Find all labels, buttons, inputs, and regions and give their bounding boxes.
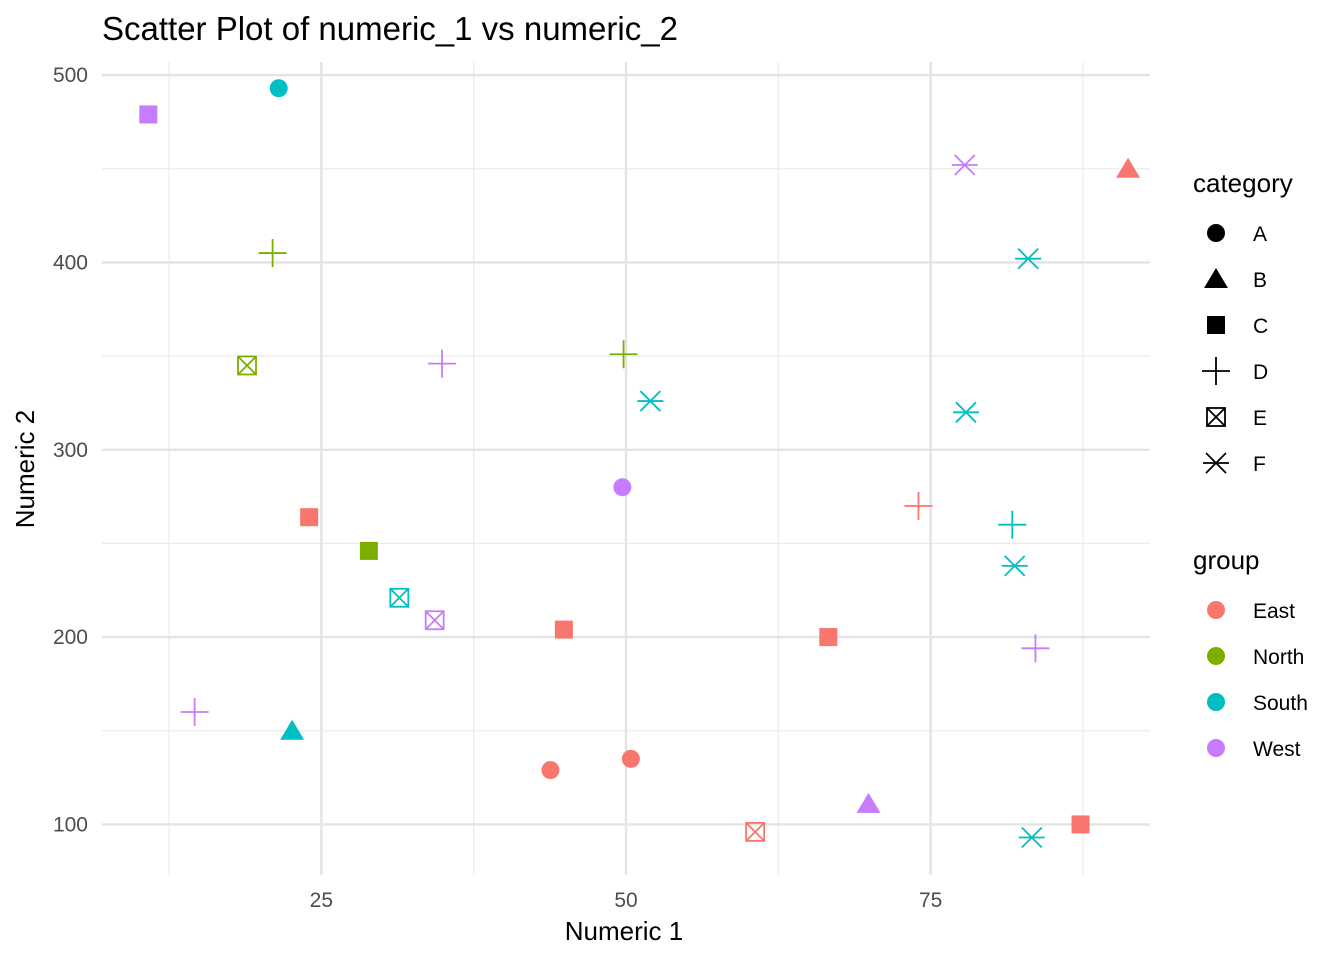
- data-point: [427, 349, 456, 378]
- data-point: [1116, 157, 1141, 178]
- data-point: [424, 610, 445, 631]
- legend-category-label: B: [1253, 269, 1267, 292]
- data-point: [359, 541, 378, 560]
- legend-group-key: [1207, 647, 1225, 665]
- legend-category-label: D: [1253, 361, 1268, 384]
- plot-grid: [102, 62, 1150, 875]
- y-tick-label: 500: [53, 64, 88, 87]
- data-point: [389, 587, 410, 608]
- x-tick-label: 50: [614, 889, 637, 912]
- legend-category-label: F: [1253, 453, 1266, 476]
- legend-category-key: [1207, 316, 1225, 334]
- data-point: [1071, 815, 1090, 834]
- data-point: [258, 239, 287, 268]
- data-point: [541, 761, 560, 780]
- legend-group: group East North South West: [1193, 545, 1308, 761]
- data-point: [819, 628, 838, 647]
- plot-points: [139, 79, 1141, 849]
- data-point: [745, 822, 766, 842]
- legend-group-key: [1207, 693, 1225, 711]
- y-axis-title: Numeric 2: [10, 410, 40, 528]
- y-tick-label: 400: [53, 251, 88, 274]
- data-point: [621, 749, 640, 768]
- data-point: [1015, 248, 1042, 270]
- data-point: [637, 390, 664, 412]
- data-point: [554, 620, 573, 639]
- data-point: [609, 340, 638, 369]
- legend-group-label: East: [1253, 600, 1295, 623]
- x-tick-label: 75: [919, 889, 942, 912]
- data-point: [998, 510, 1027, 539]
- legend-category-key: [1207, 224, 1225, 242]
- legend-group-label: West: [1253, 738, 1301, 761]
- legend-category-label: C: [1253, 315, 1268, 338]
- x-axis-title: Numeric 1: [565, 916, 683, 946]
- data-point: [1001, 555, 1028, 577]
- data-point: [856, 792, 881, 813]
- data-point: [951, 154, 978, 176]
- y-tick-label: 200: [53, 626, 88, 649]
- legend-category-key: [1204, 268, 1228, 288]
- chart-title: Scatter Plot of numeric_1 vs numeric_2: [102, 10, 678, 47]
- legend-category-key: [1203, 452, 1229, 474]
- legend-category-label: A: [1253, 223, 1267, 246]
- x-tick-label: 25: [310, 889, 333, 912]
- legend-category-key: [1202, 357, 1230, 385]
- legend-group-title: group: [1193, 545, 1260, 575]
- legend-group-label: South: [1253, 692, 1308, 715]
- data-point: [300, 508, 319, 527]
- data-point: [1018, 826, 1045, 849]
- legend-group-label: North: [1253, 646, 1304, 669]
- data-point: [139, 105, 158, 124]
- data-point: [269, 79, 288, 98]
- y-tick-label: 100: [53, 813, 88, 836]
- data-point: [952, 401, 979, 423]
- data-point: [613, 478, 632, 497]
- legend-group-key: [1207, 601, 1225, 619]
- legend-category-title: category: [1193, 168, 1293, 198]
- legend-category-key: [1206, 407, 1226, 427]
- legend-category-label: E: [1253, 407, 1267, 430]
- data-point: [280, 719, 305, 740]
- y-tick-label: 300: [53, 439, 88, 462]
- data-point: [180, 698, 209, 727]
- legend-group-key: [1207, 739, 1225, 757]
- data-point: [904, 491, 933, 520]
- data-point: [237, 355, 257, 376]
- data-point: [1021, 634, 1050, 663]
- x-axis-ticks: 25 50 75: [310, 889, 943, 912]
- y-axis-ticks: 100 200 300 400 500: [53, 64, 88, 836]
